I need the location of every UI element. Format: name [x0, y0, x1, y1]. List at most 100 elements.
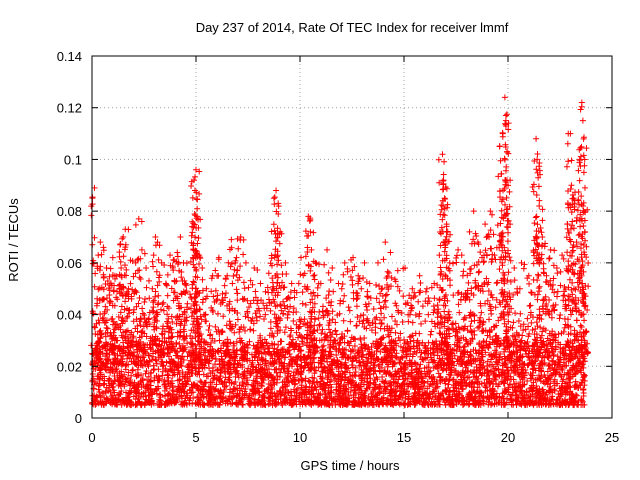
band-point	[319, 343, 326, 350]
band-point	[483, 376, 490, 383]
streak-point	[274, 261, 281, 268]
grid-lines	[92, 56, 612, 418]
band-point	[418, 320, 425, 327]
streak-point	[152, 293, 159, 300]
streak-point	[138, 218, 145, 225]
band-point	[484, 358, 491, 365]
band-point	[145, 363, 152, 370]
band-point	[425, 359, 432, 366]
streak-point	[123, 266, 130, 273]
streak-point	[94, 295, 101, 302]
streak-point	[109, 315, 116, 322]
band-point	[145, 373, 152, 380]
streak-point	[267, 325, 274, 332]
band-point	[157, 306, 164, 313]
band-point	[519, 376, 526, 383]
band-point	[519, 332, 526, 339]
band-point	[372, 329, 379, 336]
band-point	[240, 373, 247, 380]
band-point	[156, 391, 163, 398]
band-point	[526, 303, 533, 309]
streak-point	[152, 288, 159, 295]
band-point	[456, 309, 463, 316]
streak-point	[254, 300, 261, 307]
streak-point	[284, 311, 291, 318]
band-point	[124, 355, 131, 362]
band-point	[358, 341, 365, 348]
streak-point	[118, 303, 125, 310]
streak-point	[184, 300, 191, 307]
band-point	[411, 389, 418, 396]
streak-point	[192, 234, 199, 241]
streak-point	[141, 250, 148, 257]
streak-point	[150, 252, 157, 259]
band-point	[418, 374, 425, 381]
band-point	[462, 336, 469, 343]
band-point	[435, 370, 442, 377]
streak-point	[237, 263, 244, 270]
band-point	[184, 340, 191, 347]
band-point	[100, 381, 107, 388]
band-point	[216, 337, 223, 344]
band-point	[293, 329, 300, 336]
band-point	[401, 400, 408, 407]
band-point	[534, 296, 541, 303]
band-point	[128, 372, 135, 379]
band-point	[549, 396, 556, 403]
band-point	[465, 367, 472, 374]
streak-point	[262, 311, 269, 318]
streak-point	[100, 274, 107, 281]
streak-point	[124, 313, 131, 320]
streak-point	[222, 290, 229, 297]
band-point	[107, 369, 114, 376]
band-point	[274, 346, 281, 353]
streak-point	[127, 280, 134, 287]
streak-point	[267, 319, 274, 326]
band-point	[235, 372, 242, 378]
band-point	[126, 379, 133, 386]
band-point	[382, 342, 389, 349]
band-point	[301, 316, 308, 323]
band-point	[448, 321, 455, 328]
band-point	[216, 361, 223, 368]
streak-point	[245, 284, 252, 291]
band-point	[153, 357, 160, 364]
band-point	[486, 316, 493, 323]
band-point	[314, 327, 321, 334]
band-point	[453, 347, 460, 354]
band-point	[538, 357, 545, 364]
streak-point	[234, 297, 241, 304]
streak-point	[136, 267, 143, 274]
band-point	[298, 357, 305, 364]
streak-point	[279, 271, 286, 278]
band-point	[332, 327, 339, 334]
band-point	[294, 385, 301, 392]
band-point	[356, 350, 363, 357]
band-point	[527, 302, 534, 309]
band-point	[190, 395, 197, 402]
streak-point	[214, 296, 221, 303]
band-point	[340, 317, 347, 324]
streak-point	[172, 278, 179, 285]
band-point	[216, 330, 223, 337]
band-point	[533, 383, 540, 390]
band-point	[549, 336, 556, 343]
band-point	[240, 370, 247, 377]
band-point	[287, 303, 294, 310]
band-point	[430, 309, 437, 316]
streak-point	[153, 268, 160, 275]
streak-point	[88, 342, 95, 349]
streak-point	[206, 322, 213, 329]
streak-point	[268, 255, 275, 262]
streak-point	[234, 316, 241, 323]
band-point	[189, 400, 196, 407]
streak-point	[107, 265, 114, 272]
streak-point	[188, 183, 195, 190]
streak-point	[281, 302, 288, 309]
streak-point	[234, 277, 241, 284]
streak-point	[194, 205, 201, 212]
streak-point	[234, 267, 241, 274]
band-point	[365, 300, 372, 307]
band-point	[540, 379, 547, 386]
